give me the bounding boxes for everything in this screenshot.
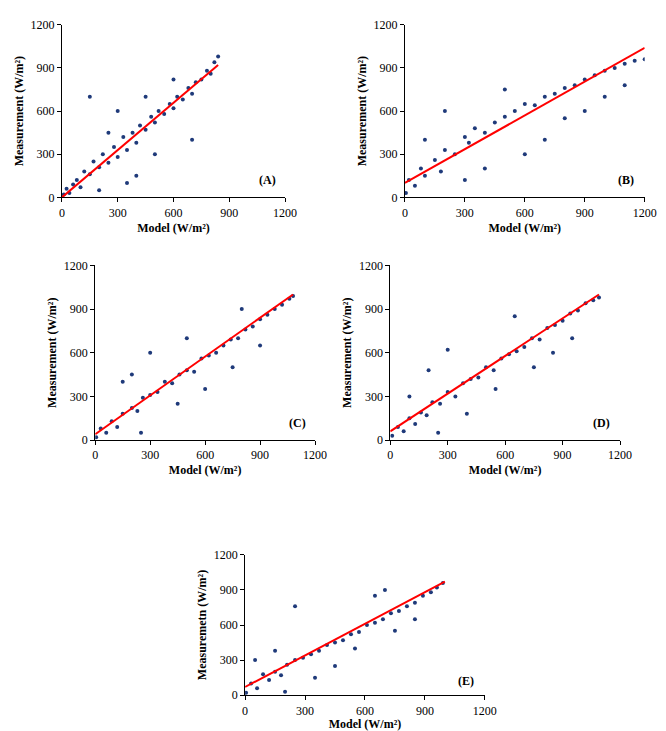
- svg-text:(B): (B): [618, 173, 634, 187]
- svg-text:(D): (D): [593, 416, 610, 430]
- svg-text:900: 900: [576, 206, 594, 220]
- svg-text:Model (W/m²): Model (W/m²): [169, 463, 242, 477]
- svg-text:0: 0: [392, 191, 398, 205]
- svg-text:(C): (C): [289, 416, 306, 430]
- svg-text:900: 900: [416, 704, 434, 718]
- svg-text:300: 300: [439, 448, 457, 462]
- svg-text:0: 0: [377, 433, 383, 447]
- svg-text:300: 300: [109, 206, 127, 220]
- svg-text:600: 600: [196, 448, 214, 462]
- svg-text:Measurement (W/m²): Measurement (W/m²): [12, 56, 26, 166]
- svg-text:600: 600: [496, 448, 514, 462]
- svg-text:600: 600: [164, 206, 182, 220]
- svg-text:0: 0: [92, 448, 98, 462]
- svg-text:900: 900: [220, 583, 238, 597]
- svg-text:0: 0: [82, 433, 88, 447]
- svg-text:300: 300: [380, 147, 398, 161]
- svg-text:600: 600: [356, 704, 374, 718]
- svg-text:300: 300: [37, 147, 55, 161]
- svg-text:0: 0: [232, 688, 238, 702]
- svg-text:Measurement (W/m²): Measurement (W/m²): [355, 56, 369, 166]
- svg-text:Model (W/m²): Model (W/m²): [137, 221, 210, 235]
- svg-text:0: 0: [242, 704, 248, 718]
- svg-text:600: 600: [380, 104, 398, 118]
- svg-text:300: 300: [220, 653, 238, 667]
- svg-text:1200: 1200: [473, 704, 497, 718]
- svg-text:900: 900: [251, 448, 269, 462]
- svg-text:(E): (E): [458, 674, 474, 688]
- svg-text:1200: 1200: [31, 18, 55, 32]
- svg-text:0: 0: [59, 206, 65, 220]
- svg-text:600: 600: [220, 618, 238, 632]
- svg-text:Model (W/m²): Model (W/m²): [469, 463, 542, 477]
- svg-text:900: 900: [220, 206, 238, 220]
- svg-text:1200: 1200: [64, 259, 88, 273]
- svg-text:Measuremetn (W/m²): Measuremetn (W/m²): [195, 570, 209, 680]
- svg-text:Measurement (W/m²): Measurement (W/m²): [45, 298, 59, 408]
- svg-text:300: 300: [70, 390, 88, 404]
- svg-text:1200: 1200: [273, 206, 297, 220]
- svg-text:300: 300: [456, 206, 474, 220]
- svg-text:900: 900: [554, 448, 572, 462]
- svg-text:Measurement (W/m²): Measurement (W/m²): [340, 298, 354, 408]
- svg-text:1200: 1200: [633, 206, 657, 220]
- svg-text:300: 300: [365, 390, 383, 404]
- svg-text:1200: 1200: [214, 548, 238, 562]
- svg-text:600: 600: [365, 346, 383, 360]
- svg-text:300: 300: [296, 704, 314, 718]
- svg-text:1200: 1200: [303, 448, 327, 462]
- svg-text:1200: 1200: [374, 18, 398, 32]
- svg-text:900: 900: [380, 61, 398, 75]
- svg-text:600: 600: [516, 206, 534, 220]
- svg-text:0: 0: [387, 448, 393, 462]
- svg-text:900: 900: [37, 61, 55, 75]
- svg-text:600: 600: [70, 346, 88, 360]
- svg-text:Model (W/m²): Model (W/m²): [489, 221, 562, 235]
- svg-text:600: 600: [37, 104, 55, 118]
- svg-text:900: 900: [70, 302, 88, 316]
- svg-text:1200: 1200: [608, 448, 632, 462]
- svg-text:900: 900: [365, 302, 383, 316]
- svg-text:1200: 1200: [359, 259, 383, 273]
- svg-text:Model (W/m²): Model (W/m²): [329, 717, 402, 731]
- svg-text:0: 0: [49, 191, 55, 205]
- svg-text:(A): (A): [259, 173, 276, 187]
- svg-text:0: 0: [402, 206, 408, 220]
- svg-text:300: 300: [141, 448, 159, 462]
